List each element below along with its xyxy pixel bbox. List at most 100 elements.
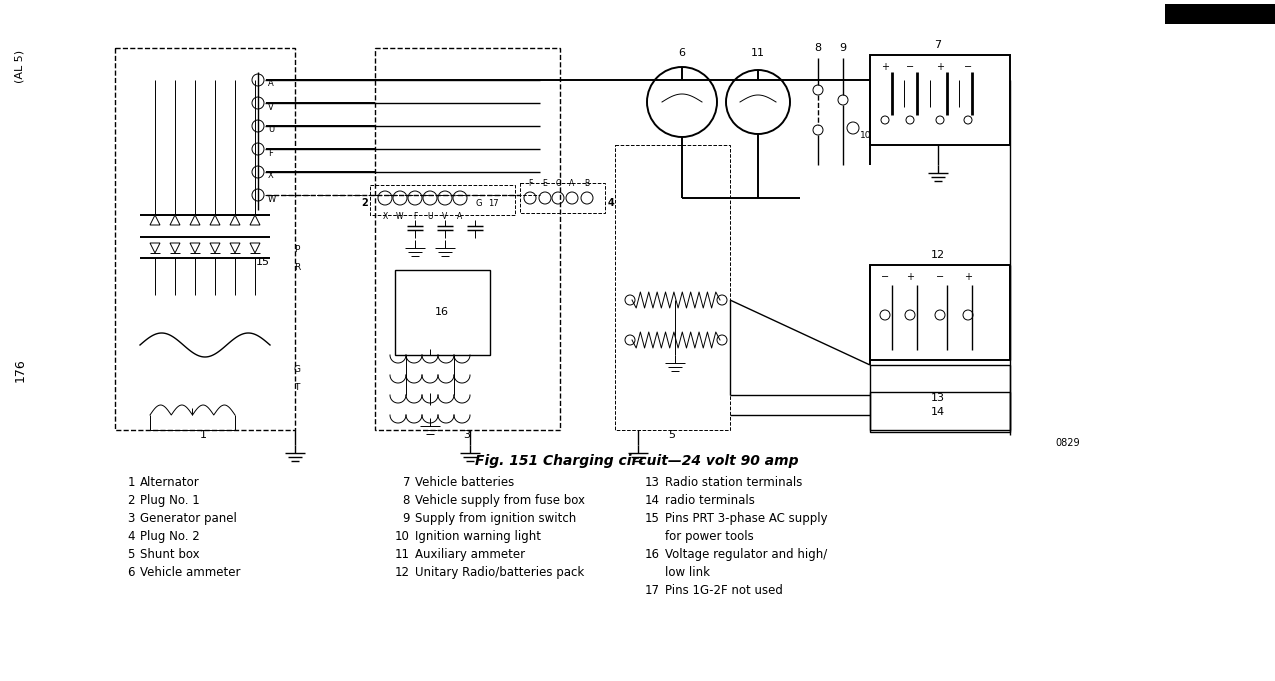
Polygon shape bbox=[210, 215, 221, 225]
Text: 7: 7 bbox=[935, 40, 941, 50]
Polygon shape bbox=[230, 243, 240, 253]
Bar bbox=[870, 265, 1010, 360]
Text: 3: 3 bbox=[464, 430, 470, 440]
Polygon shape bbox=[250, 215, 260, 225]
Bar bbox=[370, 185, 515, 215]
Text: R: R bbox=[295, 264, 300, 272]
Text: 10: 10 bbox=[861, 131, 872, 140]
Text: B: B bbox=[584, 179, 589, 188]
Text: 11: 11 bbox=[751, 48, 765, 58]
Bar bbox=[375, 48, 560, 430]
Text: 6: 6 bbox=[128, 566, 135, 579]
Text: Ignition warning light: Ignition warning light bbox=[414, 530, 541, 543]
Text: 5: 5 bbox=[668, 430, 676, 440]
Bar bbox=[115, 48, 295, 430]
Text: low link: low link bbox=[666, 566, 710, 579]
Polygon shape bbox=[230, 215, 240, 225]
Text: 15: 15 bbox=[645, 512, 660, 525]
Circle shape bbox=[813, 85, 822, 95]
Text: −: − bbox=[964, 62, 972, 72]
Text: 16: 16 bbox=[645, 548, 660, 561]
Text: 176: 176 bbox=[14, 358, 27, 382]
Text: Vehicle ammeter: Vehicle ammeter bbox=[140, 566, 241, 579]
Text: 8: 8 bbox=[815, 43, 821, 53]
Text: Alternator: Alternator bbox=[140, 476, 200, 489]
Text: X: X bbox=[382, 212, 388, 221]
Polygon shape bbox=[150, 215, 159, 225]
Text: 10: 10 bbox=[395, 530, 411, 543]
Circle shape bbox=[838, 95, 848, 105]
Polygon shape bbox=[170, 243, 180, 253]
Polygon shape bbox=[150, 243, 159, 253]
Text: G: G bbox=[476, 198, 482, 208]
Text: Voltage regulator and high/: Voltage regulator and high/ bbox=[666, 548, 827, 561]
Text: 15: 15 bbox=[256, 257, 270, 267]
Bar bbox=[615, 145, 731, 430]
Text: +: + bbox=[964, 272, 972, 282]
Text: 11: 11 bbox=[395, 548, 411, 561]
Text: −: − bbox=[936, 272, 944, 282]
Text: F: F bbox=[528, 179, 532, 188]
Polygon shape bbox=[190, 243, 200, 253]
Text: 4: 4 bbox=[608, 198, 615, 208]
Text: Plug No. 2: Plug No. 2 bbox=[140, 530, 200, 543]
Text: 0829: 0829 bbox=[1056, 438, 1080, 448]
Text: Vehicle supply from fuse box: Vehicle supply from fuse box bbox=[414, 494, 585, 507]
Text: Supply from ignition switch: Supply from ignition switch bbox=[414, 512, 576, 525]
Text: Pins 1G-2F not used: Pins 1G-2F not used bbox=[666, 584, 783, 597]
Text: T: T bbox=[295, 383, 300, 392]
Bar bbox=[870, 392, 1010, 432]
Text: A: A bbox=[570, 179, 575, 188]
Text: A: A bbox=[268, 80, 274, 89]
Bar bbox=[870, 55, 1010, 145]
Text: 9: 9 bbox=[839, 43, 847, 53]
Text: radio terminals: radio terminals bbox=[666, 494, 755, 507]
Text: −: − bbox=[907, 62, 914, 72]
Text: 7: 7 bbox=[403, 476, 411, 489]
Text: 2: 2 bbox=[361, 198, 368, 208]
Text: W: W bbox=[397, 212, 404, 221]
Bar bbox=[870, 365, 1010, 430]
Text: +: + bbox=[936, 62, 944, 72]
Text: 8: 8 bbox=[403, 494, 411, 507]
Text: 14: 14 bbox=[931, 407, 945, 417]
Text: 17: 17 bbox=[645, 584, 660, 597]
Text: G: G bbox=[295, 366, 301, 375]
Text: Shunt box: Shunt box bbox=[140, 548, 200, 561]
Text: Fig. 151 Charging circuit—24 volt 90 amp: Fig. 151 Charging circuit—24 volt 90 amp bbox=[476, 454, 798, 468]
Text: 12: 12 bbox=[395, 566, 411, 579]
Text: V: V bbox=[268, 103, 274, 112]
Polygon shape bbox=[190, 215, 200, 225]
Text: Unitary Radio/batteries pack: Unitary Radio/batteries pack bbox=[414, 566, 584, 579]
Text: 9: 9 bbox=[403, 512, 411, 525]
Text: Radio station terminals: Radio station terminals bbox=[666, 476, 802, 489]
Text: 5: 5 bbox=[128, 548, 135, 561]
Text: Vehicle batteries: Vehicle batteries bbox=[414, 476, 514, 489]
Text: Pins PRT 3-phase AC supply: Pins PRT 3-phase AC supply bbox=[666, 512, 827, 525]
Text: U: U bbox=[268, 125, 274, 135]
Text: for power tools: for power tools bbox=[666, 530, 754, 543]
Polygon shape bbox=[210, 243, 221, 253]
Text: 1: 1 bbox=[199, 430, 207, 440]
Text: F: F bbox=[413, 212, 417, 221]
Text: 13: 13 bbox=[931, 393, 945, 403]
Text: P: P bbox=[295, 245, 300, 255]
Text: +: + bbox=[881, 62, 889, 72]
Text: 2: 2 bbox=[128, 494, 135, 507]
Bar bbox=[520, 183, 606, 213]
Text: C: C bbox=[556, 179, 561, 188]
Bar bbox=[1165, 4, 1275, 24]
Text: +: + bbox=[907, 272, 914, 282]
Polygon shape bbox=[250, 243, 260, 253]
Text: 4: 4 bbox=[128, 530, 135, 543]
Text: E: E bbox=[543, 179, 547, 188]
Text: 13: 13 bbox=[645, 476, 660, 489]
Text: 14: 14 bbox=[645, 494, 660, 507]
Text: 16: 16 bbox=[435, 307, 449, 317]
Text: U: U bbox=[427, 212, 432, 221]
Text: 1: 1 bbox=[128, 476, 135, 489]
Text: X: X bbox=[268, 172, 274, 180]
Text: 6: 6 bbox=[678, 48, 686, 58]
Text: 3: 3 bbox=[128, 512, 135, 525]
Text: −: − bbox=[881, 272, 889, 282]
